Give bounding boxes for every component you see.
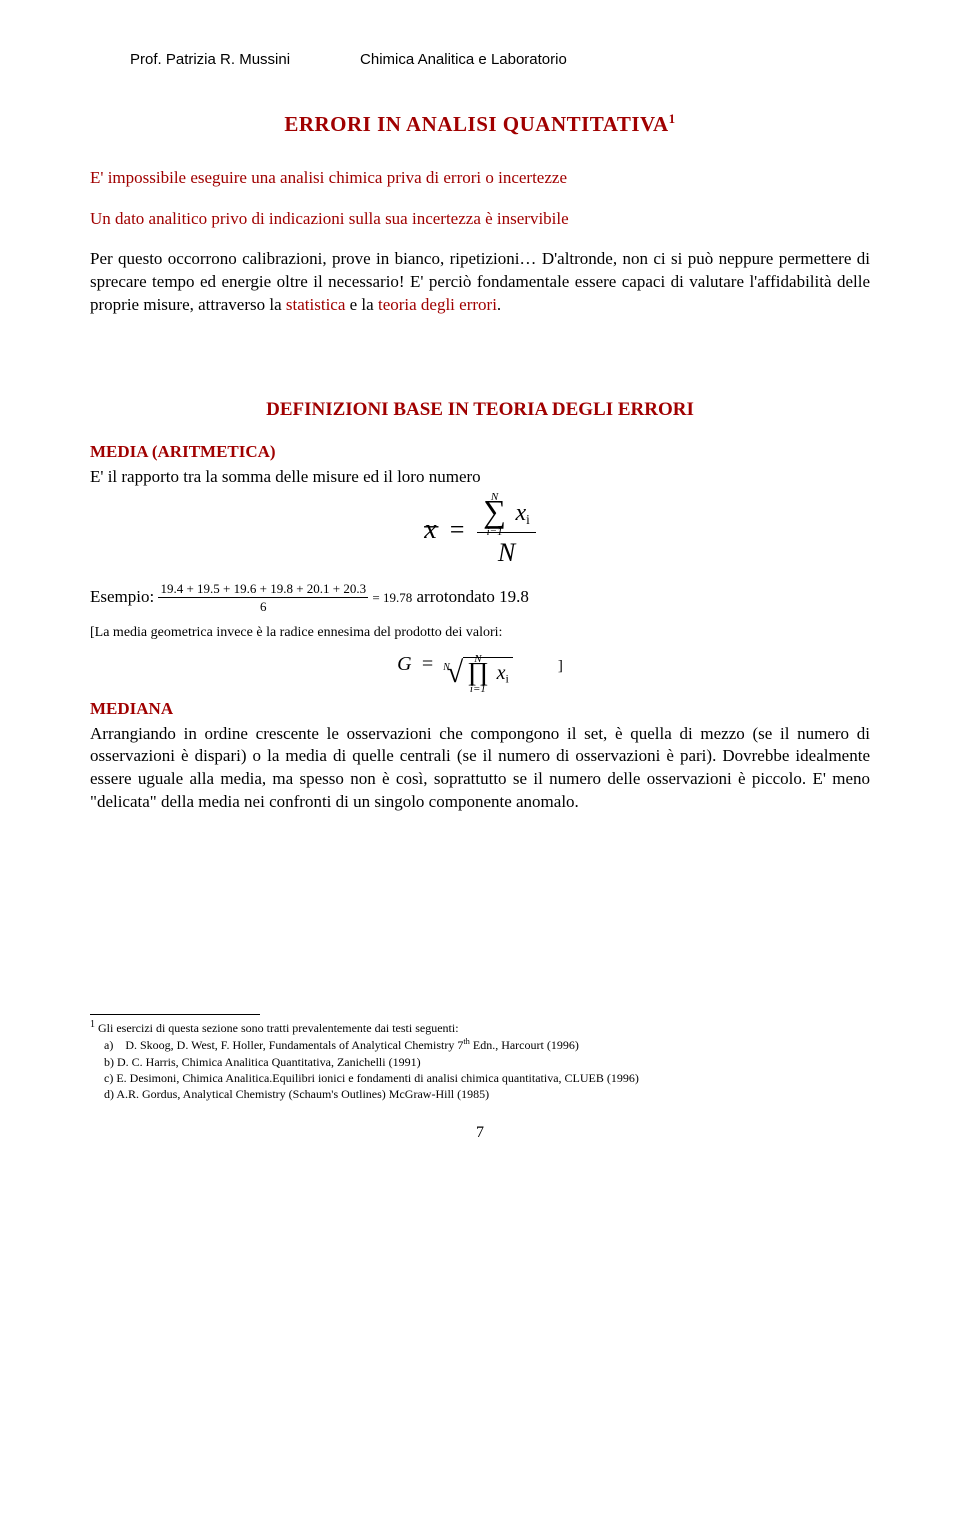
footnote-b: b) D. C. Harris, Chimica Analitica Quant… bbox=[120, 1054, 870, 1070]
footnote-a: a) D. Skoog, D. West, F. Holler, Fundame… bbox=[120, 1036, 870, 1053]
section-title: DEFINIZIONI BASE IN TEORIA DEGLI ERRORI bbox=[90, 397, 870, 423]
header-author: Prof. Patrizia R. Mussini bbox=[130, 50, 290, 70]
example-numerator: 19.4 + 19.5 + 19.6 + 19.8 + 20.1 + 20.3 bbox=[158, 580, 368, 599]
para1-text-mid: e la bbox=[345, 295, 378, 314]
title-text: ERRORI IN ANALISI QUANTITATIVA bbox=[284, 112, 668, 136]
geometric-mean-formula: G = N √ N ∏ i=1 xi ] bbox=[90, 651, 870, 688]
example-line: Esempio: 19.4 + 19.5 + 19.6 + 19.8 + 20.… bbox=[90, 580, 870, 616]
intro-line-2: Un dato analitico privo di indicazioni s… bbox=[90, 208, 870, 231]
page-header: Prof. Patrizia R. Mussini Chimica Analit… bbox=[130, 50, 870, 70]
example-result: = 19.78 bbox=[372, 590, 412, 605]
media-description: E' il rapporto tra la somma delle misure… bbox=[90, 466, 870, 489]
example-rounded: arrotondato 19.8 bbox=[416, 587, 528, 606]
example-label: Esempio: bbox=[90, 587, 158, 606]
header-course: Chimica Analitica e Laboratorio bbox=[360, 50, 567, 70]
main-title: ERRORI IN ANALISI QUANTITATIVA1 bbox=[90, 110, 870, 138]
geometric-mean-note: [La media geometrica invece è la radice … bbox=[90, 624, 870, 643]
footnote-divider bbox=[90, 1014, 260, 1015]
intro-line-1: E' impossibile eseguire una analisi chim… bbox=[90, 167, 870, 190]
page-number: 7 bbox=[90, 1122, 870, 1144]
footnotes: 1 Gli esercizi di questa sezione sono tr… bbox=[90, 1018, 870, 1102]
mediana-paragraph: Arrangiando in ordine crescente le osser… bbox=[90, 723, 870, 815]
mediana-header: MEDIANA bbox=[90, 698, 870, 721]
footnote-intro-text: Gli esercizi di questa sezione sono trat… bbox=[95, 1021, 459, 1035]
example-denominator: 6 bbox=[158, 598, 368, 616]
footnote-intro: 1 Gli esercizi di questa sezione sono tr… bbox=[90, 1018, 870, 1036]
footnote-c: c) E. Desimoni, Chimica Analitica.Equili… bbox=[120, 1070, 870, 1086]
para1-red-2: teoria degli errori bbox=[378, 295, 497, 314]
title-footnote-ref: 1 bbox=[669, 111, 676, 126]
footnote-d: d) A.R. Gordus, Analytical Chemistry (Sc… bbox=[120, 1086, 870, 1102]
geometric-note-close: ] bbox=[558, 658, 563, 674]
mean-formula: x = N ∑ i=1 xi N bbox=[90, 497, 870, 570]
para1-red-1: statistica bbox=[286, 295, 345, 314]
example-fraction: 19.4 + 19.5 + 19.6 + 19.8 + 20.1 + 20.3 … bbox=[158, 580, 368, 616]
intro-paragraph: Per questo occorrono calibrazioni, prove… bbox=[90, 248, 870, 317]
para1-text-end: . bbox=[497, 295, 501, 314]
media-header: MEDIA (ARITMETICA) bbox=[90, 441, 870, 464]
